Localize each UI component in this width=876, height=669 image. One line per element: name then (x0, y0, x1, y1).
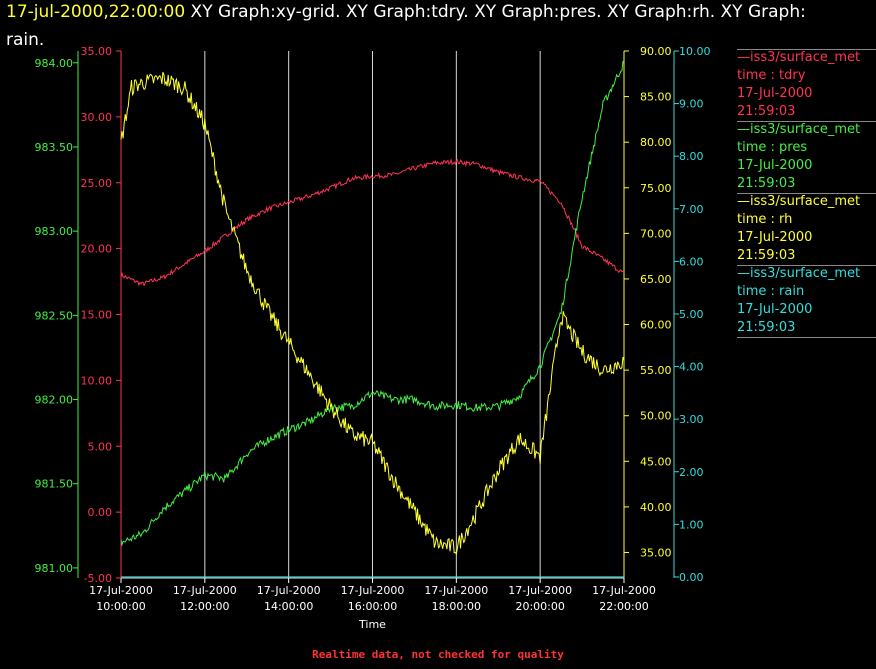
x-tick-label-time: 16:00:00 (348, 600, 397, 613)
x-tick-label-date: 17-Jul-2000 (89, 584, 153, 597)
tdry-tick-label: 0.00 (88, 506, 113, 519)
rh-tick-label: 85.00 (640, 91, 672, 104)
legend-name: —iss3/surface_met (737, 122, 861, 137)
legend-time: 21:59:03 (737, 104, 796, 119)
legend-field: time : tdry (737, 68, 806, 83)
x-tick-label-time: 20:00:00 (515, 600, 564, 613)
legend-time: 21:59:03 (737, 320, 796, 335)
rh-tick-label: 35.00 (640, 546, 672, 559)
legend-date: 17-Jul-2000 (737, 158, 813, 173)
rain-tick-label: 0.00 (679, 571, 704, 584)
x-tick-label-time: 12:00:00 (180, 600, 229, 613)
tdry-tick-label: 15.00 (81, 309, 113, 322)
x-tick-label-date: 17-Jul-2000 (341, 584, 405, 597)
x-tick-label-date: 17-Jul-2000 (592, 584, 656, 597)
rh-tick-label: 65.00 (640, 273, 672, 286)
legend-date: 17-Jul-2000 (737, 86, 813, 101)
rain-tick-label: 8.00 (679, 150, 704, 163)
rain-tick-label: 2.00 (679, 466, 704, 479)
rain-tick-label: 7.00 (679, 203, 704, 216)
legend-separator (737, 121, 876, 122)
legend-separator (737, 193, 876, 194)
x-tick-label-date: 17-Jul-2000 (173, 584, 237, 597)
legend-name: —iss3/surface_met (737, 266, 861, 281)
legend-time: 21:59:03 (737, 176, 796, 191)
pres-tick-label: 981.00 (35, 562, 74, 575)
chart-title-continued: rain. (6, 30, 45, 50)
chart-title: 17-jul-2000,22:00:00 XY Graph:xy-grid. X… (6, 2, 806, 22)
legend-field: time : rain (737, 284, 805, 299)
tdry-tick-label: 5.00 (88, 440, 113, 453)
legend-date: 17-Jul-2000 (737, 230, 813, 245)
x-tick-label-time: 14:00:00 (264, 600, 313, 613)
title-graph-list: XY Graph:xy-grid. XY Graph:tdry. XY Grap… (185, 2, 806, 22)
rh-tick-label: 90.00 (640, 45, 672, 58)
quality-notice: Realtime data, not checked for quality (312, 648, 564, 661)
rh-tick-label: 45.00 (640, 455, 672, 468)
x-tick-label-date: 17-Jul-2000 (257, 584, 321, 597)
tdry-tick-label: 25.00 (81, 177, 113, 190)
pres-tick-label: 984.00 (35, 57, 74, 70)
legend-time: 21:59:03 (737, 248, 796, 263)
rh-tick-label: 55.00 (640, 364, 672, 377)
legend-separator (737, 265, 876, 266)
tdry-tick-label: 30.00 (81, 111, 113, 124)
pres-tick-label: 982.00 (35, 394, 74, 407)
rh-tick-label: 50.00 (640, 410, 672, 423)
rain-tick-label: 6.00 (679, 255, 704, 268)
rain-tick-label: 4.00 (679, 361, 704, 374)
legend-date: 17-Jul-2000 (737, 302, 813, 317)
pres-tick-label: 981.50 (35, 478, 74, 491)
rh-tick-label: 80.00 (640, 136, 672, 149)
rain-tick-label: 5.00 (679, 308, 704, 321)
rh-tick-label: 40.00 (640, 501, 672, 514)
tdry-tick-label: -5.00 (84, 572, 112, 585)
x-tick-label-date: 17-Jul-2000 (424, 584, 488, 597)
legend-separator (737, 337, 876, 338)
rain-tick-label: 1.00 (679, 518, 704, 531)
rh-tick-label: 60.00 (640, 319, 672, 332)
pres-tick-label: 983.00 (35, 225, 74, 238)
series-tdry (120, 158, 625, 287)
rh-tick-label: 70.00 (640, 227, 672, 240)
pres-tick-label: 983.50 (35, 141, 74, 154)
title-timestamp: 17-jul-2000,22:00:00 (6, 2, 186, 22)
pres-tick-label: 982.50 (35, 309, 74, 322)
x-tick-label-time: 10:00:00 (96, 600, 145, 613)
legend-separator (737, 49, 876, 50)
x-tick-label-time: 18:00:00 (432, 600, 481, 613)
x-tick-label-date: 17-Jul-2000 (508, 584, 572, 597)
series-pres (120, 60, 625, 547)
x-tick-label-time: 22:00:00 (599, 600, 648, 613)
rain-tick-label: 9.00 (679, 98, 704, 111)
rain-tick-label: 10.00 (679, 45, 711, 58)
rh-tick-label: 75.00 (640, 182, 672, 195)
tdry-tick-label: 10.00 (81, 374, 113, 387)
series-rh (120, 71, 625, 556)
legend-name: —iss3/surface_met (737, 194, 861, 209)
legend-name: —iss3/surface_met (737, 50, 861, 65)
rain-tick-label: 3.00 (679, 413, 704, 426)
x-axis-label: Time (358, 618, 386, 631)
legend-field: time : pres (737, 140, 808, 155)
tdry-tick-label: 20.00 (81, 243, 113, 256)
tdry-tick-label: 35.00 (81, 45, 113, 58)
legend-field: time : rh (737, 212, 793, 227)
